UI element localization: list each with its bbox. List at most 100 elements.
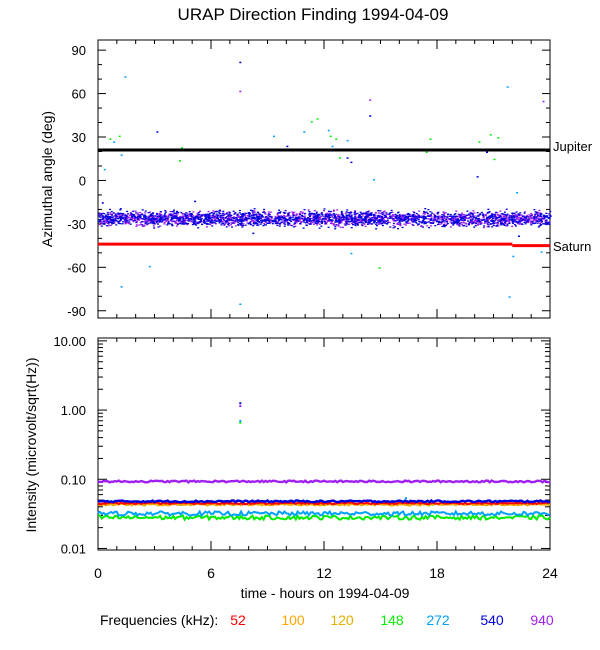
- scatter-point-940: [480, 222, 483, 224]
- scatter-point-540: [354, 223, 357, 225]
- scatter-point-940: [326, 219, 329, 221]
- scatter-point-940: [484, 213, 487, 216]
- scatter-point-940: [124, 220, 127, 222]
- intensity-point-272: [405, 497, 407, 500]
- scatter-point-540: [422, 217, 425, 219]
- scatter-point-540: [338, 222, 341, 224]
- scatter-point-540: [155, 222, 158, 224]
- scatter-point-540: [173, 215, 176, 217]
- scatter-point-940: [300, 217, 302, 219]
- scatter-point-940: [335, 213, 338, 215]
- scatter-point-940: [238, 215, 240, 217]
- scatter-point-540: [358, 214, 361, 217]
- scatter-point-540: [515, 225, 517, 227]
- scatter-point-540: [490, 216, 493, 218]
- scatter-point-540: [119, 216, 122, 218]
- scatter-point-540: [200, 218, 203, 220]
- scatter-point-540: [234, 220, 237, 222]
- scatter-point-540: [441, 221, 444, 223]
- scatter-point-540: [417, 216, 420, 218]
- scatter-point-940: [464, 215, 467, 217]
- scatter-point-940: [298, 220, 301, 222]
- scatter-point-940: [411, 217, 414, 219]
- scatter-point-540: [476, 215, 479, 217]
- scatter-point-540: [144, 215, 147, 218]
- scatter-point-540: [323, 208, 326, 210]
- scatter-point-540: [482, 214, 485, 216]
- scatter-point-940: [318, 218, 321, 220]
- scatter-point-540: [206, 220, 208, 222]
- scatter-point-940: [456, 224, 459, 226]
- scatter-point-540: [253, 213, 256, 216]
- scatter-point-940: [300, 221, 303, 223]
- scatter-point-540: [430, 219, 433, 221]
- scatter-point-940: [265, 216, 268, 219]
- scatter-point-540: [115, 224, 118, 226]
- scatter-point-540: [182, 223, 185, 225]
- scatter-point-540: [399, 218, 402, 221]
- scatter-point-540: [353, 212, 356, 214]
- scatter-point-940: [132, 220, 135, 223]
- scatter-point-540: [192, 221, 195, 223]
- scatter-point-940: [486, 212, 489, 215]
- scatter-point-540: [503, 221, 506, 223]
- scatter-point-540: [185, 212, 188, 214]
- scatter-point-540: [236, 218, 239, 220]
- scatter-point-940: [466, 217, 469, 220]
- scatter-point-540: [224, 221, 227, 223]
- scatter-point-940: [402, 215, 405, 218]
- scatter-point-540: [467, 220, 469, 222]
- scatter-point-940: [365, 214, 368, 216]
- scatter-point-540: [283, 219, 286, 222]
- scatter-point-940: [139, 217, 142, 220]
- scatter-point-540: [338, 221, 341, 223]
- scatter-point-540: [476, 212, 479, 214]
- legend-frequency-272: 272: [426, 612, 450, 628]
- scatter-point-540: [510, 218, 513, 220]
- scatter-point-540: [510, 216, 513, 219]
- scatter-point-540: [381, 212, 384, 214]
- scatter-point-540: [312, 216, 315, 219]
- scatter-point-540: [486, 223, 489, 225]
- scatter-point-540: [546, 215, 549, 217]
- scatter-point-940: [356, 217, 359, 219]
- scatter-point-940: [496, 222, 499, 224]
- scatter-point-540: [173, 209, 175, 211]
- scatter-point-540: [215, 220, 218, 222]
- scatter-point-540: [404, 219, 406, 221]
- scatter-point-940: [128, 222, 131, 225]
- scatter-point-540: [118, 217, 121, 219]
- scatter-point-940: [342, 226, 344, 229]
- scatter-point-940: [530, 221, 532, 223]
- scatter-point-540: [102, 217, 105, 219]
- scatter-point-940: [100, 222, 103, 224]
- scatter-point-540: [144, 223, 147, 225]
- scatter-point-540: [505, 220, 507, 222]
- scatter-point-540: [514, 219, 517, 221]
- scatter-point-540: [379, 210, 382, 212]
- scatter-point-540: [413, 212, 416, 214]
- scatter-point-540: [493, 215, 496, 217]
- scatter-point-540: [321, 221, 324, 223]
- scatter-point-540: [160, 216, 163, 219]
- scatter-point-540: [325, 214, 328, 216]
- scatter-point-540: [199, 216, 202, 218]
- legend-frequency-148: 148: [380, 612, 404, 628]
- scatter-point-540: [503, 218, 506, 220]
- scatter-point-540: [315, 217, 318, 219]
- scatter-point-540: [301, 214, 303, 216]
- scatter-point-540: [250, 224, 253, 226]
- scatter-point-940: [197, 221, 200, 223]
- scatter-point-540: [118, 220, 121, 222]
- legend-frequency-52: 52: [230, 612, 246, 628]
- scatter-point-940: [146, 224, 148, 226]
- scatter-point-540: [294, 218, 297, 220]
- scatter-point-540: [430, 214, 432, 216]
- scatter-point-540: [322, 217, 325, 220]
- scatter-point-540: [396, 214, 398, 217]
- scatter-point-940: [477, 219, 479, 221]
- scatter-point-540: [460, 218, 463, 220]
- scatter-point-540: [228, 213, 231, 215]
- scatter-point-940: [175, 219, 178, 221]
- scatter-point-540: [160, 219, 163, 221]
